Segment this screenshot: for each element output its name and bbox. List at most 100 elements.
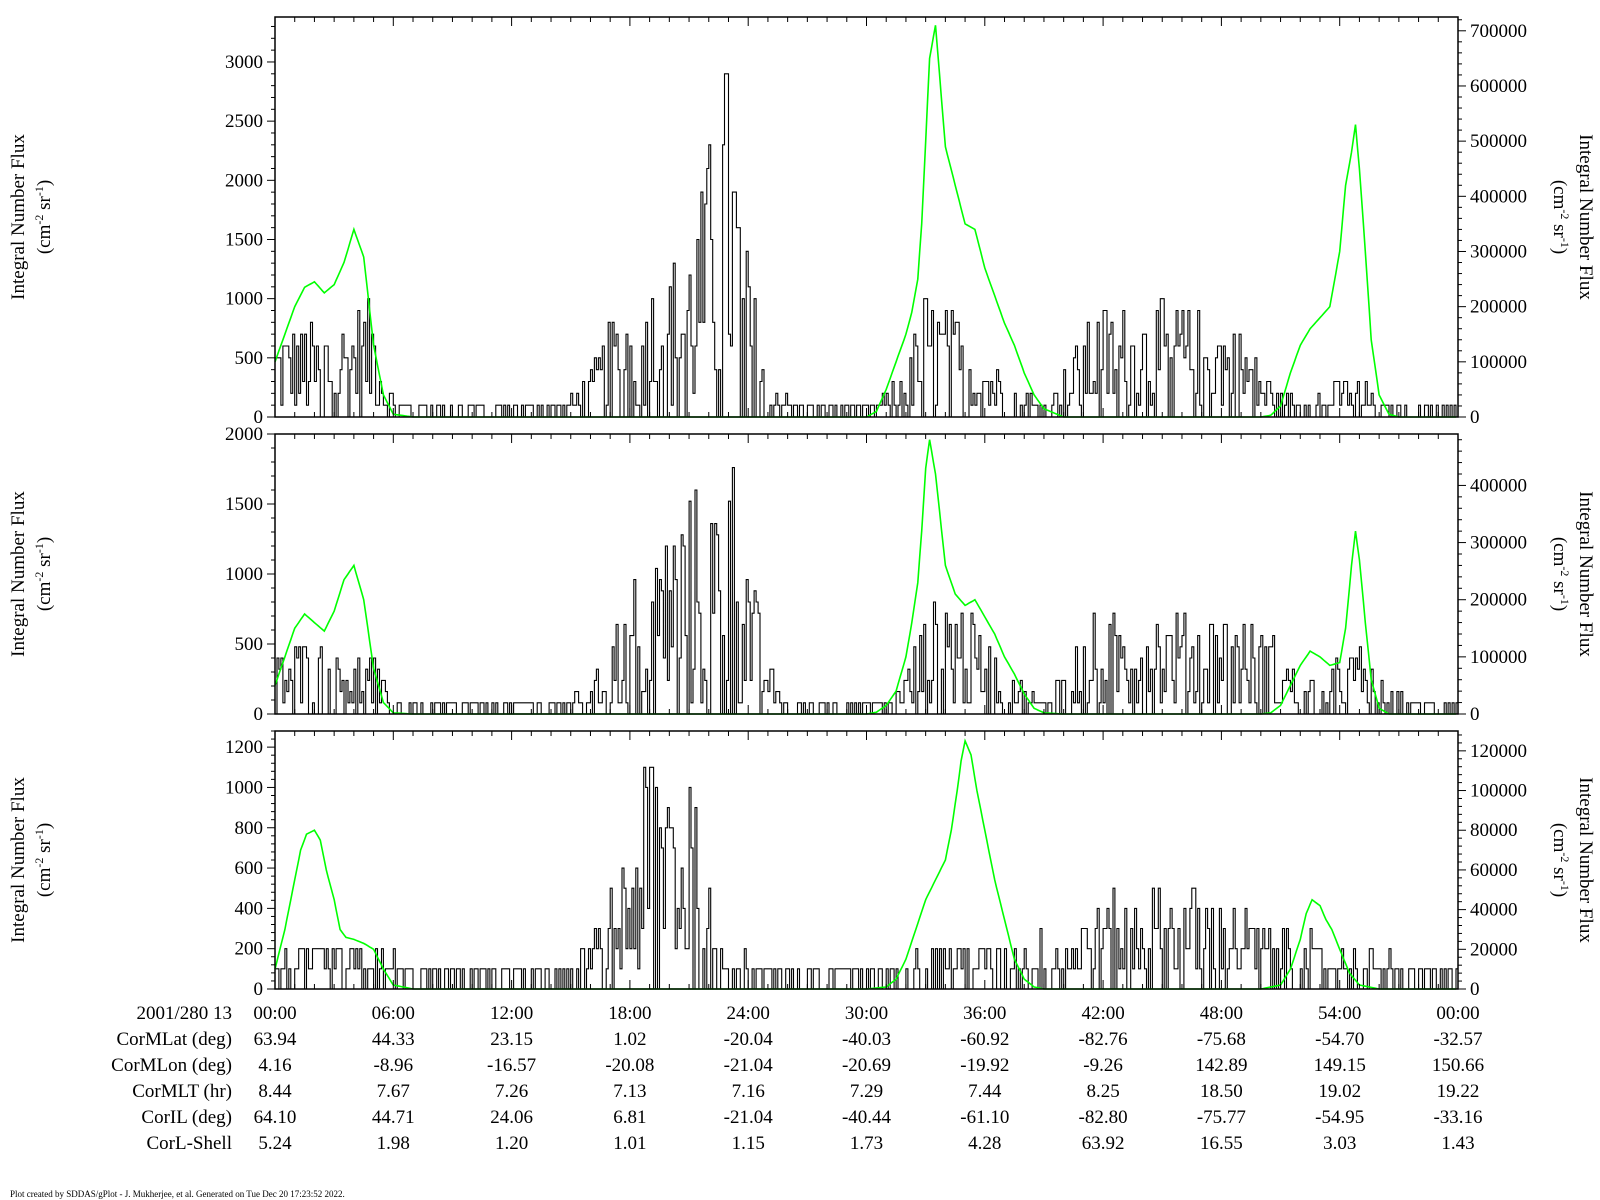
ephemeris-value: 23.15 bbox=[490, 1029, 533, 1050]
ephemeris-value: -21.04 bbox=[724, 1055, 774, 1076]
panel-2-black-count-trace bbox=[275, 467, 1458, 715]
ephemeris-value: -40.44 bbox=[842, 1107, 892, 1128]
ephemeris-value: -82.80 bbox=[1079, 1107, 1128, 1128]
ephemeris-row-label: CorL-Shell bbox=[147, 1133, 233, 1154]
ephemeris-value: 44.71 bbox=[372, 1107, 415, 1128]
ephemeris-value: -16.57 bbox=[487, 1055, 536, 1076]
ephemeris-value: -20.08 bbox=[605, 1055, 654, 1076]
ephemeris-table: 2001/280 13 00:00 06:00 12:00 18:00 24:00 30:0… bbox=[111, 1003, 1484, 1154]
ephemeris-value: 1.01 bbox=[613, 1133, 646, 1154]
panel-1-right-ylabel: Integral Number Flux bbox=[1575, 134, 1596, 300]
panel-2-frame bbox=[274, 433, 1459, 715]
panel-1-frame bbox=[274, 16, 1459, 418]
ephemeris-value: 1.02 bbox=[613, 1029, 646, 1050]
ephemeris-value: -54.95 bbox=[1315, 1107, 1364, 1128]
left-y-tick-label: 0 bbox=[254, 407, 264, 428]
ephemeris-value: -60.92 bbox=[960, 1029, 1009, 1050]
ephemeris-value: -20.04 bbox=[724, 1029, 774, 1050]
ephemeris-time-header: 2001/280 13 bbox=[136, 1003, 232, 1024]
panel-1-axes: 0 500 1000 1500 2000 2500 3000 0 100000 200000 300… bbox=[225, 17, 1527, 428]
panel-2-green-flux-trace bbox=[274, 439, 1456, 715]
right-y-tick-label: 80000 bbox=[1470, 820, 1518, 841]
ephemeris-value: -8.96 bbox=[374, 1055, 414, 1076]
right-y-tick-label: 100000 bbox=[1470, 781, 1527, 802]
panel-1-traces bbox=[274, 25, 1458, 418]
panel-3-frame bbox=[274, 730, 1459, 990]
ephemeris-value: -20.69 bbox=[842, 1055, 891, 1076]
ephemeris-value: 1.20 bbox=[495, 1133, 528, 1154]
left-y-tick-label: 2500 bbox=[225, 111, 263, 132]
right-y-tick-label: 100000 bbox=[1470, 352, 1527, 373]
ephemeris-value: -9.26 bbox=[1083, 1055, 1123, 1076]
ephemeris-value: 63.94 bbox=[254, 1029, 297, 1050]
right-y-tick-label: 700000 bbox=[1470, 21, 1527, 42]
ephemeris-value: -54.70 bbox=[1315, 1029, 1364, 1050]
ephemeris-value: -82.76 bbox=[1079, 1029, 1128, 1050]
left-y-tick-label: 400 bbox=[235, 898, 264, 919]
ephemeris-value: 24.06 bbox=[490, 1107, 533, 1128]
left-y-tick-label: 3000 bbox=[225, 52, 263, 73]
right-y-tick-label: 200000 bbox=[1470, 297, 1527, 318]
panel-3-right-ylabel: Integral Number Flux bbox=[1575, 777, 1596, 943]
panel-1-left-ylabel-unit: (cm-2 sr-1) bbox=[32, 180, 55, 254]
panel-2-traces bbox=[274, 439, 1458, 715]
panel-3: 0 200 400 600 800 1000 1200 0 20000 40000 60000 800… bbox=[8, 730, 1596, 1000]
panel-2-left-ylabel-unit: (cm-2 sr-1) bbox=[32, 537, 55, 611]
ephemeris-value: 150.66 bbox=[1432, 1055, 1484, 1076]
left-y-tick-label: 1500 bbox=[225, 494, 263, 515]
panel-3-right-ylabel-unit: (cm-2 sr-1) bbox=[1549, 823, 1572, 897]
left-y-tick-label: 500 bbox=[235, 348, 264, 369]
ephemeris-value: 4.16 bbox=[258, 1055, 291, 1076]
panel-1-left-ylabel: Integral Number Flux bbox=[8, 134, 29, 300]
ephemeris-row-label: CorMLon (deg) bbox=[111, 1055, 232, 1076]
right-y-tick-label: 20000 bbox=[1470, 939, 1518, 960]
right-y-tick-label: 400000 bbox=[1470, 475, 1527, 496]
ephemeris-value: 1.43 bbox=[1441, 1133, 1474, 1154]
ephemeris-value: 3.03 bbox=[1323, 1133, 1356, 1154]
left-y-tick-label: 500 bbox=[235, 634, 264, 655]
left-y-tick-label: 1000 bbox=[225, 289, 263, 310]
right-y-tick-label: 600000 bbox=[1470, 76, 1527, 97]
right-y-tick-label: 300000 bbox=[1470, 533, 1527, 554]
ephemeris-value: -40.03 bbox=[842, 1029, 891, 1050]
right-y-tick-label: 200000 bbox=[1470, 590, 1527, 611]
panel-3-left-ylabel: Integral Number Flux bbox=[8, 777, 29, 943]
ephemeris-value: 7.67 bbox=[377, 1081, 410, 1102]
ephemeris-value: 8.25 bbox=[1086, 1081, 1119, 1102]
left-y-tick-label: 1000 bbox=[225, 777, 263, 798]
ephemeris-row-label: CorMLat (deg) bbox=[116, 1029, 232, 1050]
panel-1-black-count-trace bbox=[275, 73, 1458, 418]
ephemeris-value: 7.16 bbox=[732, 1081, 765, 1102]
ephemeris-value: 63.92 bbox=[1082, 1133, 1125, 1154]
right-y-tick-label: 300000 bbox=[1470, 241, 1527, 262]
left-y-tick-label: 2000 bbox=[225, 424, 263, 445]
x-tick-label-time: 54:00 bbox=[1318, 1003, 1361, 1024]
right-y-tick-label: 0 bbox=[1470, 704, 1480, 725]
panel-1-right-ylabel-unit: (cm-2 sr-1) bbox=[1549, 180, 1572, 254]
panel-2-axes: 0 500 1000 1500 2000 0 100000 200000 300000 40000… bbox=[225, 424, 1527, 725]
ephemeris-value: 44.33 bbox=[372, 1029, 415, 1050]
left-y-tick-label: 200 bbox=[235, 939, 264, 960]
panel-2-right-ylabel-unit: (cm-2 sr-1) bbox=[1549, 537, 1572, 611]
ephemeris-value: 1.15 bbox=[732, 1133, 765, 1154]
plot-credit-footer: Plot created by SDDAS/gPlot - J. Mukherj… bbox=[10, 1189, 345, 1199]
panel-2: 0 500 1000 1500 2000 0 100000 200000 300000 40000… bbox=[8, 424, 1596, 725]
ephemeris-value: 6.81 bbox=[613, 1107, 646, 1128]
right-y-tick-label: 100000 bbox=[1470, 647, 1527, 668]
x-tick-label-time: 42:00 bbox=[1081, 1003, 1124, 1024]
right-y-tick-label: 0 bbox=[1470, 407, 1480, 428]
ephemeris-value: 7.26 bbox=[495, 1081, 528, 1102]
ephemeris-value: 1.73 bbox=[850, 1133, 883, 1154]
right-y-tick-label: 40000 bbox=[1470, 900, 1518, 921]
ephemeris-row-label: CorMLT (hr) bbox=[132, 1081, 232, 1102]
panel-3-black-count-trace bbox=[275, 766, 1458, 990]
panel-2-left-ylabel: Integral Number Flux bbox=[8, 491, 29, 657]
ephemeris-value: 149.15 bbox=[1314, 1055, 1366, 1076]
ephemeris-value: 8.44 bbox=[258, 1081, 292, 1102]
ephemeris-row-label: CorIL (deg) bbox=[141, 1107, 232, 1128]
x-tick-label-time: 24:00 bbox=[727, 1003, 770, 1024]
left-y-tick-label: 0 bbox=[254, 979, 264, 1000]
panel-3-left-ylabel-unit: (cm-2 sr-1) bbox=[32, 823, 55, 897]
ephemeris-value: 142.89 bbox=[1195, 1055, 1247, 1076]
